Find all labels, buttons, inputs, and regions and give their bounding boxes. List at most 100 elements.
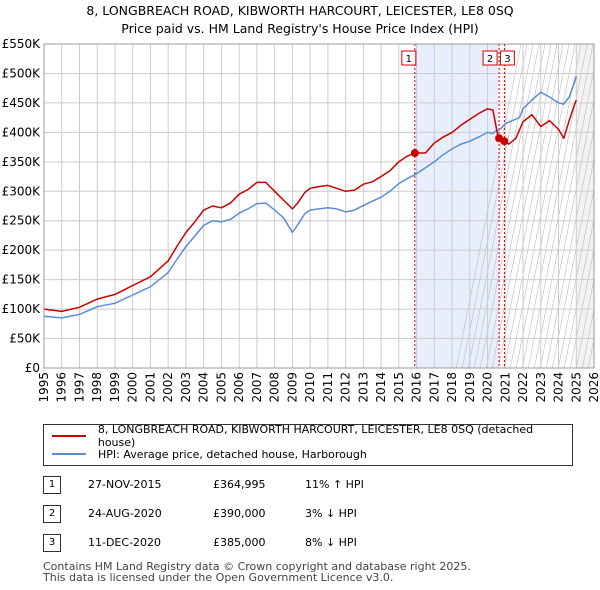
transaction-3-badge-label: 3 <box>504 54 510 65</box>
y-tick-label: £300K <box>2 184 42 198</box>
transaction-hpi-diff: 11% ↑ HPI <box>305 478 364 491</box>
x-tick-label: 2005 <box>214 372 228 403</box>
transaction-2-badge-label: 2 <box>487 54 493 65</box>
chart-title-line2: Price paid vs. HM Land Registry's House … <box>121 21 479 36</box>
ownership-shade <box>414 44 499 368</box>
y-tick-label: £550K <box>2 37 42 51</box>
hatch-clip <box>594 43 600 369</box>
x-tick-label: 2007 <box>250 372 264 403</box>
x-tick-label: 2026 <box>587 372 600 403</box>
x-tick-label: 2003 <box>179 372 193 403</box>
table-row: 1 27-NOV-2015 £364,995 11% ↑ HPI <box>43 474 583 494</box>
transaction-1-badge <box>401 50 417 66</box>
transaction-hpi-diff: 3% ↓ HPI <box>305 507 357 520</box>
future-hatch-line <box>575 247 600 369</box>
transaction-3-point <box>500 137 509 146</box>
y-tick-label: £100K <box>2 302 42 316</box>
future-hatch-line <box>581 277 600 369</box>
y-tick-label: £500K <box>2 66 42 80</box>
x-tick-label: 2019 <box>463 372 477 403</box>
transaction-number-badge: 1 <box>43 476 61 494</box>
future-hatch-line <box>509 43 576 369</box>
x-tick-label: 2013 <box>356 372 370 403</box>
x-tick-label: 1995 <box>37 372 51 403</box>
footer-line1: Contains HM Land Registry data © Crown c… <box>43 560 471 573</box>
y-tick-label: £0 <box>25 361 40 375</box>
x-tick-label: 2022 <box>516 372 530 403</box>
future-hatch-line <box>503 43 570 369</box>
transaction-number-badge: 2 <box>43 505 61 523</box>
x-tick-label: 2018 <box>445 372 459 403</box>
x-tick-label: 2015 <box>392 372 406 403</box>
x-tick-label: 1999 <box>108 372 122 403</box>
future-hatch-line <box>461 43 528 369</box>
x-tick-label: 2017 <box>427 372 441 403</box>
x-tick-label: 2006 <box>232 372 246 403</box>
future-hatch-line <box>533 43 600 369</box>
transaction-hpi-diff: 8% ↓ HPI <box>305 536 357 549</box>
x-tick-label: 2024 <box>552 372 566 403</box>
future-hatch-line <box>473 43 540 369</box>
legend-label-property: 8, LONGBREACH ROAD, KIBWORTH HARCOURT, L… <box>97 423 534 449</box>
transaction-1-badge-label: 1 <box>406 54 412 65</box>
transaction-date: 27-NOV-2015 <box>88 478 162 491</box>
x-tick-label: 2000 <box>126 372 140 403</box>
table-row: 3 11-DEC-2020 £385,000 8% ↓ HPI <box>43 532 583 552</box>
x-tick-label: 2009 <box>285 372 299 403</box>
legend-label-hpi: HPI: Average price, detached house, Harb… <box>98 447 367 461</box>
x-tick-label: 2012 <box>339 372 353 403</box>
legend-item-property: 8, LONGBREACH ROAD, KIBWORTH HARCOURT, L… <box>52 423 572 449</box>
x-tick-label: 2016 <box>410 372 424 403</box>
y-tick-label: £450K <box>2 96 42 110</box>
transaction-price: £385,000 <box>213 536 266 549</box>
chart-title: 8, LONGBREACH ROAD, KIBWORTH HARCOURT, L… <box>0 2 600 38</box>
x-tick-label: 2023 <box>534 372 548 403</box>
x-tick-label: 2011 <box>321 372 335 403</box>
legend-swatch-hpi <box>52 453 86 455</box>
x-tick-label: 2025 <box>569 372 583 403</box>
transaction-date: 11-DEC-2020 <box>88 536 162 549</box>
x-tick-label: 2010 <box>303 372 317 403</box>
transaction-1-point <box>410 148 419 157</box>
future-hatch-line <box>467 43 534 369</box>
x-tick-label: 2002 <box>161 372 175 403</box>
transaction-2-badge <box>482 50 498 66</box>
x-tick-label: 1997 <box>72 372 86 403</box>
x-tick-label: 2014 <box>374 372 388 403</box>
future-hatch-line <box>551 127 600 369</box>
y-tick-label: £150K <box>2 273 42 287</box>
legend-item-hpi: HPI: Average price, detached house, Harb… <box>52 446 367 462</box>
x-tick-label: 1998 <box>90 372 104 403</box>
table-row: 2 24-AUG-2020 £390,000 3% ↓ HPI <box>43 503 583 523</box>
future-hatch-line <box>497 43 564 369</box>
future-hatch-line <box>455 43 522 369</box>
future-hatch-line <box>485 43 552 369</box>
x-tick-label: 2004 <box>197 372 211 403</box>
future-hatch-line <box>545 97 600 369</box>
future-hatch-line <box>527 43 594 369</box>
transaction-price: £390,000 <box>213 507 266 520</box>
chart-title-line1: 8, LONGBREACH ROAD, KIBWORTH HARCOURT, L… <box>86 3 514 18</box>
x-tick-label: 2008 <box>268 372 282 403</box>
y-tick-label: £50K <box>9 332 41 346</box>
y-tick-label: £350K <box>2 155 42 169</box>
property-price-line <box>43 99 578 313</box>
plot-area <box>43 43 595 369</box>
x-tick-label: 2001 <box>143 372 157 403</box>
legend-swatch-property <box>52 435 86 437</box>
transaction-3-badge <box>499 50 515 66</box>
y-tick-label: £200K <box>2 243 42 257</box>
legend: 8, LONGBREACH ROAD, KIBWORTH HARCOURT, L… <box>43 423 573 466</box>
future-hatch-line <box>569 217 600 369</box>
y-tick-label: £400K <box>2 125 42 139</box>
transaction-date: 24-AUG-2020 <box>88 507 162 520</box>
x-tick-label: 1996 <box>55 372 69 403</box>
future-hatch-line <box>515 43 582 369</box>
x-tick-label: 2021 <box>498 372 512 403</box>
future-hatch-line <box>557 157 600 369</box>
footer-attribution: Contains HM Land Registry data © Crown c… <box>43 561 471 583</box>
footer-line2: This data is licensed under the Open Gov… <box>43 571 394 584</box>
transaction-number-badge: 3 <box>43 534 61 552</box>
y-tick-label: £250K <box>2 214 42 228</box>
